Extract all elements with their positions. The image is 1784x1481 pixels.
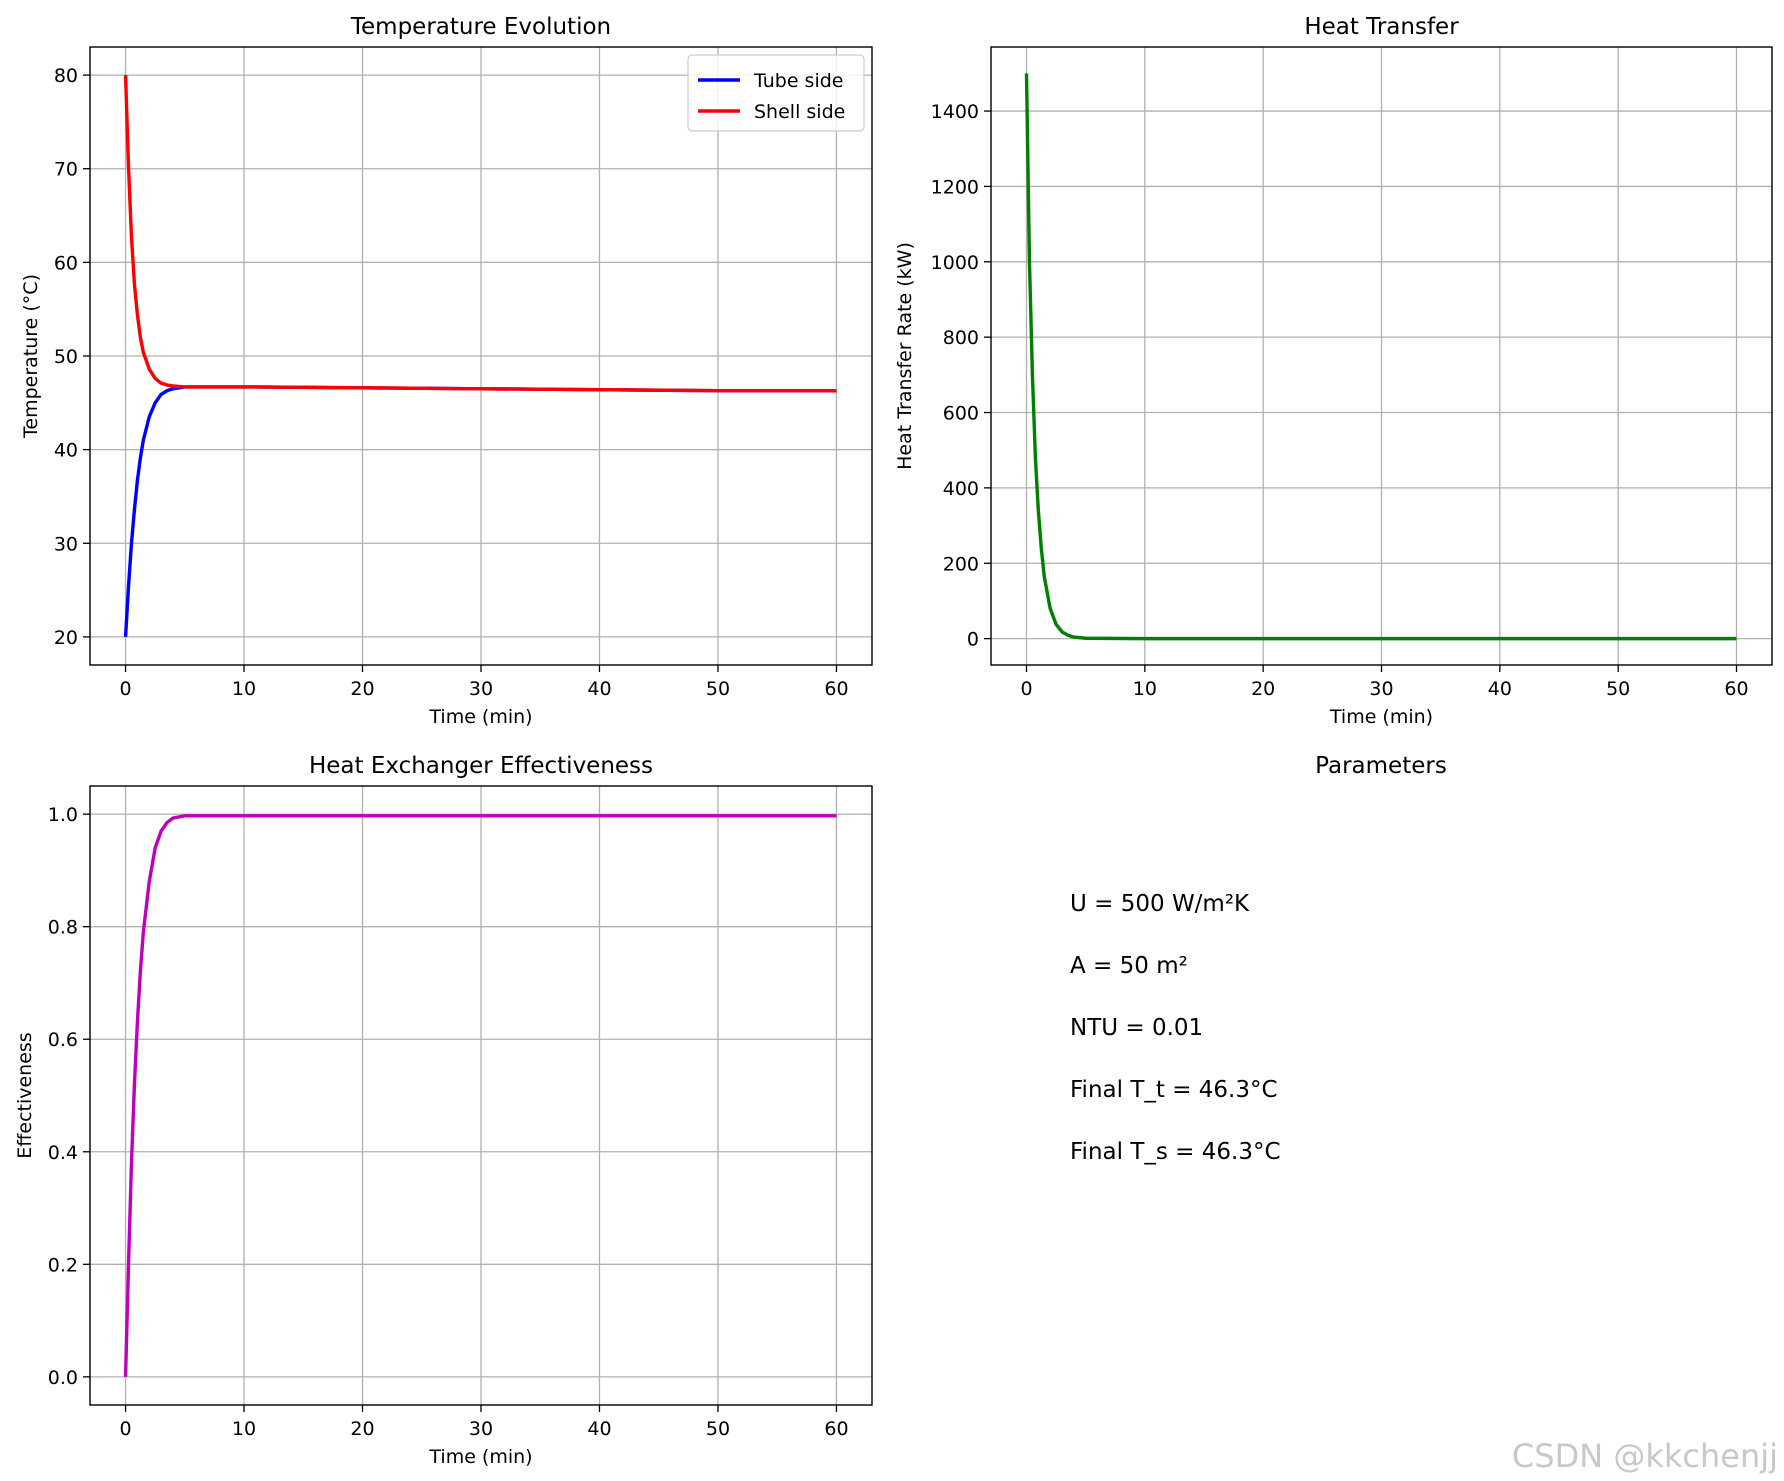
x-tick-label: 0 — [119, 1418, 131, 1440]
y-tick-label: 60 — [54, 252, 78, 274]
y-axis-label: Heat Transfer Rate (kW) — [894, 242, 916, 470]
y-tick-label: 1200 — [931, 176, 979, 198]
series-line-1 — [123, 75, 837, 393]
x-tick-label: 20 — [350, 1418, 374, 1440]
x-tick-label: 50 — [706, 678, 730, 700]
y-tick-label: 600 — [943, 403, 979, 425]
x-tick-label: 60 — [824, 1418, 848, 1440]
x-tick-label: 60 — [1724, 678, 1748, 700]
x-tick-label: 10 — [1133, 678, 1157, 700]
y-tick-label: 1000 — [931, 252, 979, 274]
y-tick-label: 400 — [943, 478, 979, 500]
y-tick-label: 70 — [54, 159, 78, 181]
y-tick-label: 0 — [967, 629, 979, 651]
chart-2: 0 10 20 30 40 50 60 0.0 0.2 0.4 0.6 0.8 1.0 Heat Exch… — [14, 753, 873, 1468]
x-tick-label: 10 — [232, 678, 256, 700]
parameter-line: U = 500 W/m²K — [1070, 891, 1250, 917]
y-axis-label: Temperature (°C) — [20, 274, 42, 439]
y-tick-label: 800 — [943, 327, 979, 349]
parameter-line: Final T_s = 46.3°C — [1070, 1139, 1281, 1165]
y-tick-label: 1.0 — [48, 804, 78, 826]
series-line-0 — [123, 814, 837, 1377]
chart-title: Heat Exchanger Effectiveness — [309, 753, 653, 779]
watermark-text: CSDN @kkchenjj — [1511, 1437, 1778, 1475]
parameters-panel: Parameters U = 500 W/m²K A = 50 m² NTU = 0.… — [1070, 753, 1447, 1165]
x-tick-label: 30 — [469, 678, 493, 700]
x-tick-label: 60 — [824, 678, 848, 700]
legend: Tube side Shell side — [687, 54, 865, 132]
chart-1: 0 10 20 30 40 50 600200400600800100012001400He… — [894, 14, 1773, 728]
y-tick-label: 80 — [54, 65, 78, 87]
y-tick-label: 0.2 — [48, 1254, 78, 1276]
parameters-title: Parameters — [1315, 753, 1447, 779]
parameter-line: NTU = 0.01 — [1070, 1015, 1203, 1041]
y-tick-label: 0.6 — [48, 1029, 78, 1051]
parameter-line: A = 50 m² — [1070, 953, 1188, 979]
y-tick-label: 0.0 — [48, 1367, 78, 1389]
legend-label: Tube side — [753, 70, 843, 92]
x-tick-label: 0 — [1020, 678, 1032, 700]
x-tick-label: 40 — [587, 1418, 611, 1440]
x-tick-label: 40 — [587, 678, 611, 700]
series-line-0 — [1024, 73, 1737, 641]
y-axis-label: Effectiveness — [14, 1032, 36, 1158]
y-tick-label: 40 — [54, 440, 78, 462]
chart-title: Temperature Evolution — [350, 14, 611, 40]
y-tick-label: 0.8 — [48, 917, 78, 939]
y-tick-label: 50 — [54, 346, 78, 368]
x-axis-label: Time (min) — [1329, 706, 1433, 728]
y-tick-label: 200 — [943, 553, 979, 575]
x-tick-label: 20 — [350, 678, 374, 700]
x-tick-label: 30 — [1369, 678, 1393, 700]
x-tick-label: 50 — [1606, 678, 1630, 700]
x-tick-label: 40 — [1488, 678, 1512, 700]
y-tick-label: 0.4 — [48, 1142, 78, 1164]
parameter-line: Final T_t = 46.3°C — [1070, 1077, 1278, 1103]
x-axis-label: Time (min) — [428, 706, 532, 728]
y-tick-label: 20 — [54, 627, 78, 649]
x-tick-label: 30 — [469, 1418, 493, 1440]
x-tick-label: 20 — [1251, 678, 1275, 700]
y-tick-label: 1400 — [931, 101, 979, 123]
legend-label: Shell side — [754, 101, 845, 123]
y-tick-label: 30 — [54, 533, 78, 555]
x-tick-label: 10 — [232, 1418, 256, 1440]
x-axis-label: Time (min) — [428, 1446, 532, 1468]
x-tick-label: 0 — [119, 678, 131, 700]
x-tick-label: 50 — [706, 1418, 730, 1440]
chart-title: Heat Transfer — [1304, 14, 1459, 40]
chart-0: 0 10 20 30 40 50 60 20 30 40 50 60 70 80 Temperature E… — [20, 14, 873, 728]
